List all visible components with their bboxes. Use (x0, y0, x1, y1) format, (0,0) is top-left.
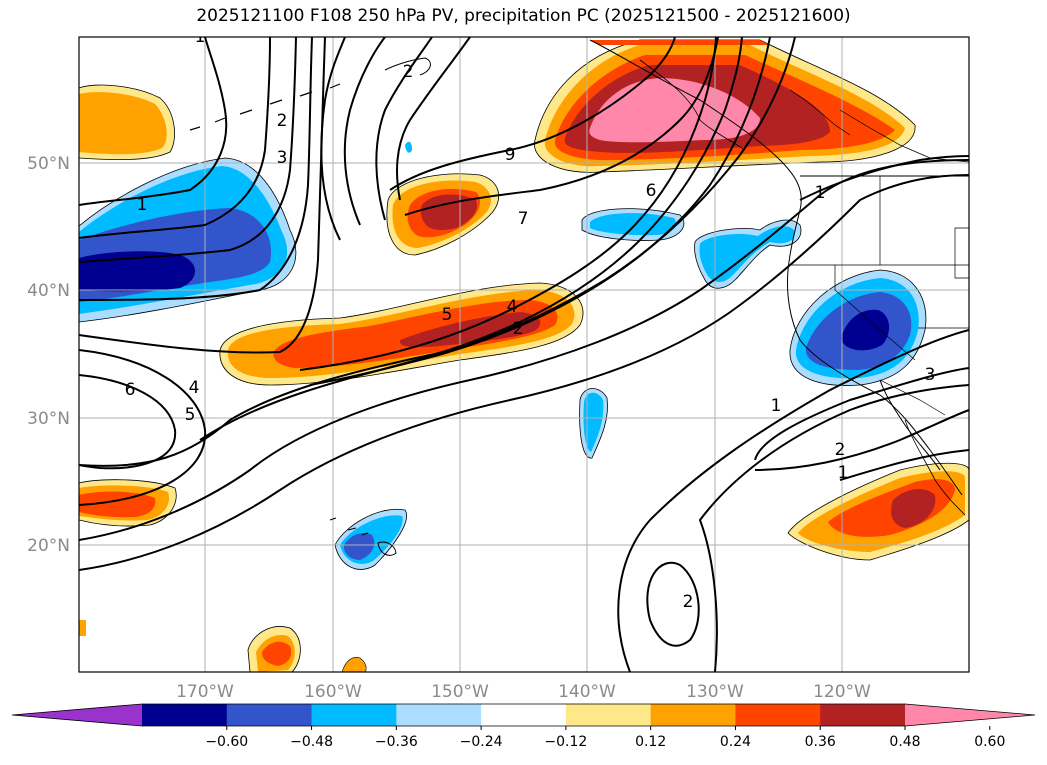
contour-label: 6 (125, 380, 136, 400)
colorbar-tick-label: 0.24 (720, 734, 751, 750)
contour-label: 4 (189, 378, 200, 398)
lon-label: 150°W (431, 682, 489, 702)
colorbar-bin (481, 704, 567, 726)
colorbar: −0.60 −0.48 −0.36 −0.24 −0.12 0.12 0.24 0.36 0.4… (11, 703, 1036, 750)
colorbar-tick-label: −0.24 (460, 734, 503, 750)
lon-label: 130°W (686, 682, 744, 702)
map-frame (78, 36, 970, 673)
lon-label: 170°W (176, 682, 234, 702)
contour-label: 2 (277, 111, 288, 131)
contour-label: 1 (771, 396, 782, 416)
contour-label: 1 (838, 463, 849, 483)
gridlines (79, 37, 969, 672)
colorbar-tick-label: −0.60 (205, 734, 248, 750)
colorbar-tick-label: 0.36 (805, 734, 836, 750)
colorbar-bin (820, 704, 906, 726)
contour-label: 1 (195, 27, 206, 47)
colorbar-bin (650, 704, 736, 726)
colorbar-bin (142, 704, 228, 726)
colorbar-bin (735, 704, 821, 726)
lat-label: 20°N (27, 536, 70, 556)
contour-labels: 1 2 3 9 6 7 1 5 4 2 6 4 5 1 2 1 3 2 1 2 (125, 27, 936, 612)
contour-label: 1 (137, 195, 148, 215)
colorbar-extend-low (12, 704, 142, 726)
lat-label: 30°N (27, 409, 70, 429)
contour-label: 9 (505, 145, 516, 165)
lon-labels: 170°W 160°W 150°W 140°W 130°W 120°W (176, 682, 871, 702)
lon-label: 140°W (558, 682, 616, 702)
precip-shading (79, 39, 969, 672)
colorbar-tick-label: 0.60 (974, 734, 1005, 750)
contour-label: 5 (185, 405, 196, 425)
contour-label: 2 (835, 440, 846, 460)
colorbar-bin (396, 704, 482, 726)
contour-label: 3 (277, 148, 288, 168)
contour-label: 2 (513, 319, 524, 339)
contour-label: 6 (646, 181, 657, 201)
contour-label: 4 (507, 297, 518, 317)
colorbar-tick-label: 0.12 (635, 734, 666, 750)
colorbar-tick-label: −0.36 (375, 734, 418, 750)
pv-contours (79, 37, 969, 672)
contour-label: 2 (403, 62, 414, 82)
lat-label: 40°N (27, 281, 70, 301)
colorbar-bin (565, 704, 652, 726)
colorbar-tick-label: 0.48 (889, 734, 920, 750)
lon-label: 160°W (304, 682, 362, 702)
colorbar-bin (311, 704, 397, 726)
contour-label: 5 (442, 305, 453, 325)
colorbar-bin (226, 704, 313, 726)
colorbar-tick-label: −0.48 (290, 734, 333, 750)
map-title: 2025121100 F108 250 hPa PV, precipitatio… (196, 6, 851, 26)
lat-labels: 50°N 40°N 30°N 20°N (27, 154, 70, 556)
contour-label: 7 (518, 209, 529, 229)
lon-label: 120°W (813, 682, 871, 702)
contour-label: 3 (925, 365, 936, 385)
contour-label: 2 (683, 592, 694, 612)
colorbar-outline (11, 703, 1036, 727)
contour-label: 1 (815, 183, 826, 203)
lat-label: 50°N (27, 154, 70, 174)
colorbar-tick-label: −0.12 (544, 734, 587, 750)
colorbar-extend-high (905, 704, 1035, 726)
